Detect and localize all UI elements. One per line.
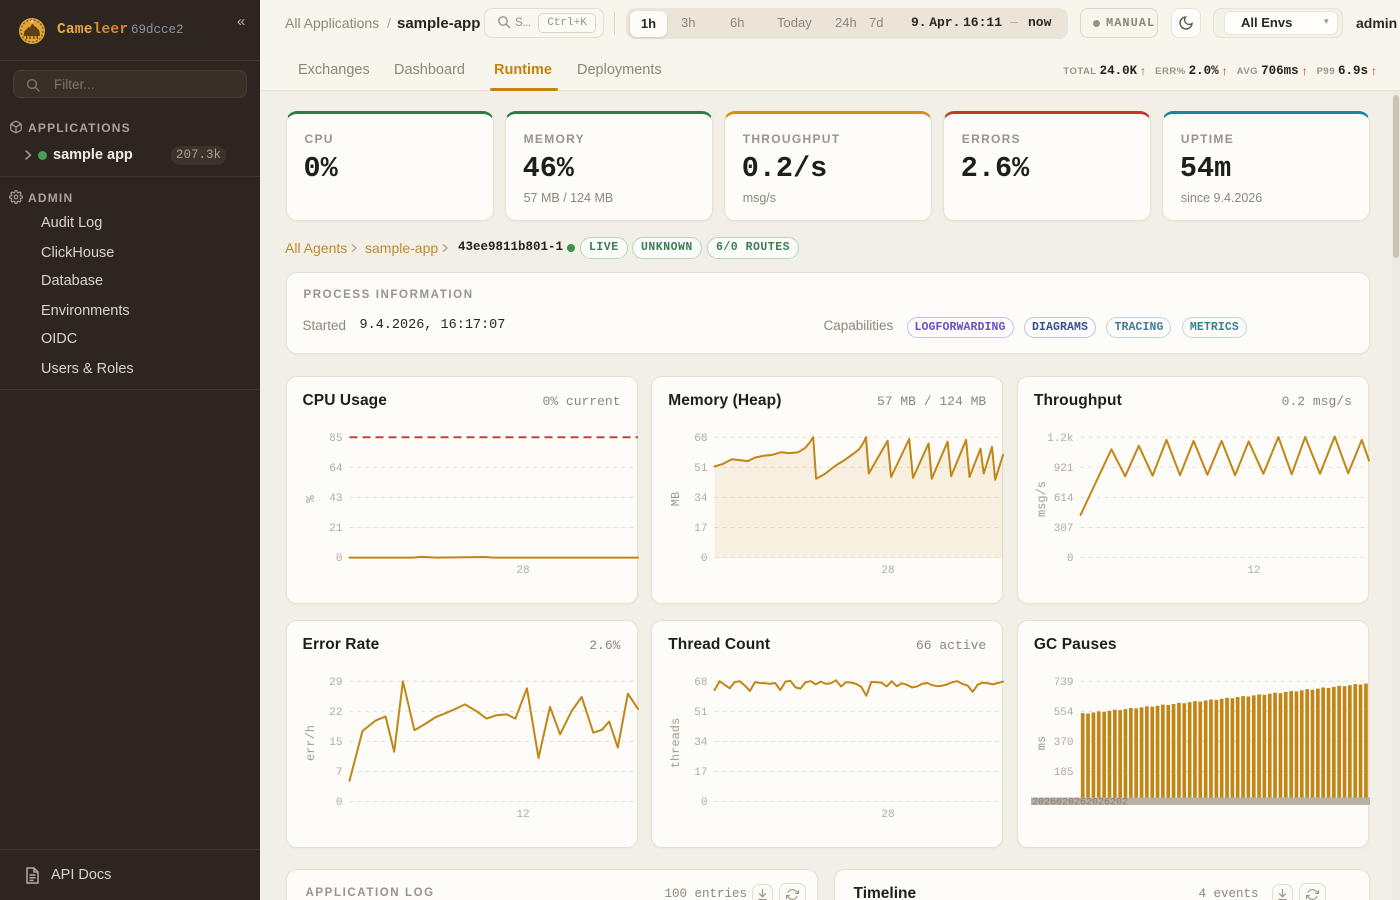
svg-text:0: 0 bbox=[335, 797, 342, 809]
svg-text:msg/s: msg/s bbox=[1035, 480, 1049, 516]
svg-text:2026020262026202: 2026020262026202 bbox=[1032, 797, 1128, 808]
svg-text:1.2k: 1.2k bbox=[1047, 432, 1074, 444]
svg-text:MB: MB bbox=[669, 491, 683, 505]
svg-text:739: 739 bbox=[1054, 676, 1074, 688]
svg-text:ms: ms bbox=[1035, 735, 1049, 749]
svg-text:0: 0 bbox=[1067, 553, 1074, 565]
svg-text:28: 28 bbox=[882, 565, 895, 577]
svg-text:7: 7 bbox=[335, 767, 342, 779]
svg-text:21: 21 bbox=[329, 523, 343, 535]
svg-text:28: 28 bbox=[516, 565, 529, 577]
svg-text:614: 614 bbox=[1054, 493, 1074, 505]
svg-text:307: 307 bbox=[1054, 523, 1074, 535]
svg-text:%: % bbox=[304, 494, 318, 502]
svg-text:68: 68 bbox=[694, 676, 707, 688]
svg-text:554: 554 bbox=[1054, 706, 1074, 718]
svg-text:12: 12 bbox=[516, 809, 529, 821]
svg-text:threads: threads bbox=[669, 717, 683, 767]
svg-text:370: 370 bbox=[1054, 737, 1074, 749]
svg-text:51: 51 bbox=[694, 462, 708, 474]
svg-text:185: 185 bbox=[1054, 767, 1074, 779]
svg-text:34: 34 bbox=[694, 493, 708, 505]
svg-text:0: 0 bbox=[701, 553, 708, 565]
svg-text:51: 51 bbox=[694, 706, 708, 718]
svg-text:68: 68 bbox=[694, 432, 707, 444]
svg-text:15: 15 bbox=[329, 737, 342, 749]
svg-text:17: 17 bbox=[694, 767, 707, 779]
svg-text:0: 0 bbox=[701, 797, 708, 809]
svg-text:err/h: err/h bbox=[304, 724, 318, 760]
svg-text:28: 28 bbox=[882, 809, 895, 821]
svg-text:85: 85 bbox=[329, 432, 342, 444]
svg-text:17: 17 bbox=[694, 523, 707, 535]
svg-text:29: 29 bbox=[329, 676, 342, 688]
svg-text:0: 0 bbox=[335, 553, 342, 565]
svg-text:22: 22 bbox=[329, 706, 342, 718]
svg-text:34: 34 bbox=[694, 737, 708, 749]
svg-text:921: 921 bbox=[1054, 462, 1074, 474]
svg-text:12: 12 bbox=[1247, 565, 1260, 577]
svg-text:64: 64 bbox=[329, 462, 343, 474]
svg-text:43: 43 bbox=[329, 493, 342, 505]
